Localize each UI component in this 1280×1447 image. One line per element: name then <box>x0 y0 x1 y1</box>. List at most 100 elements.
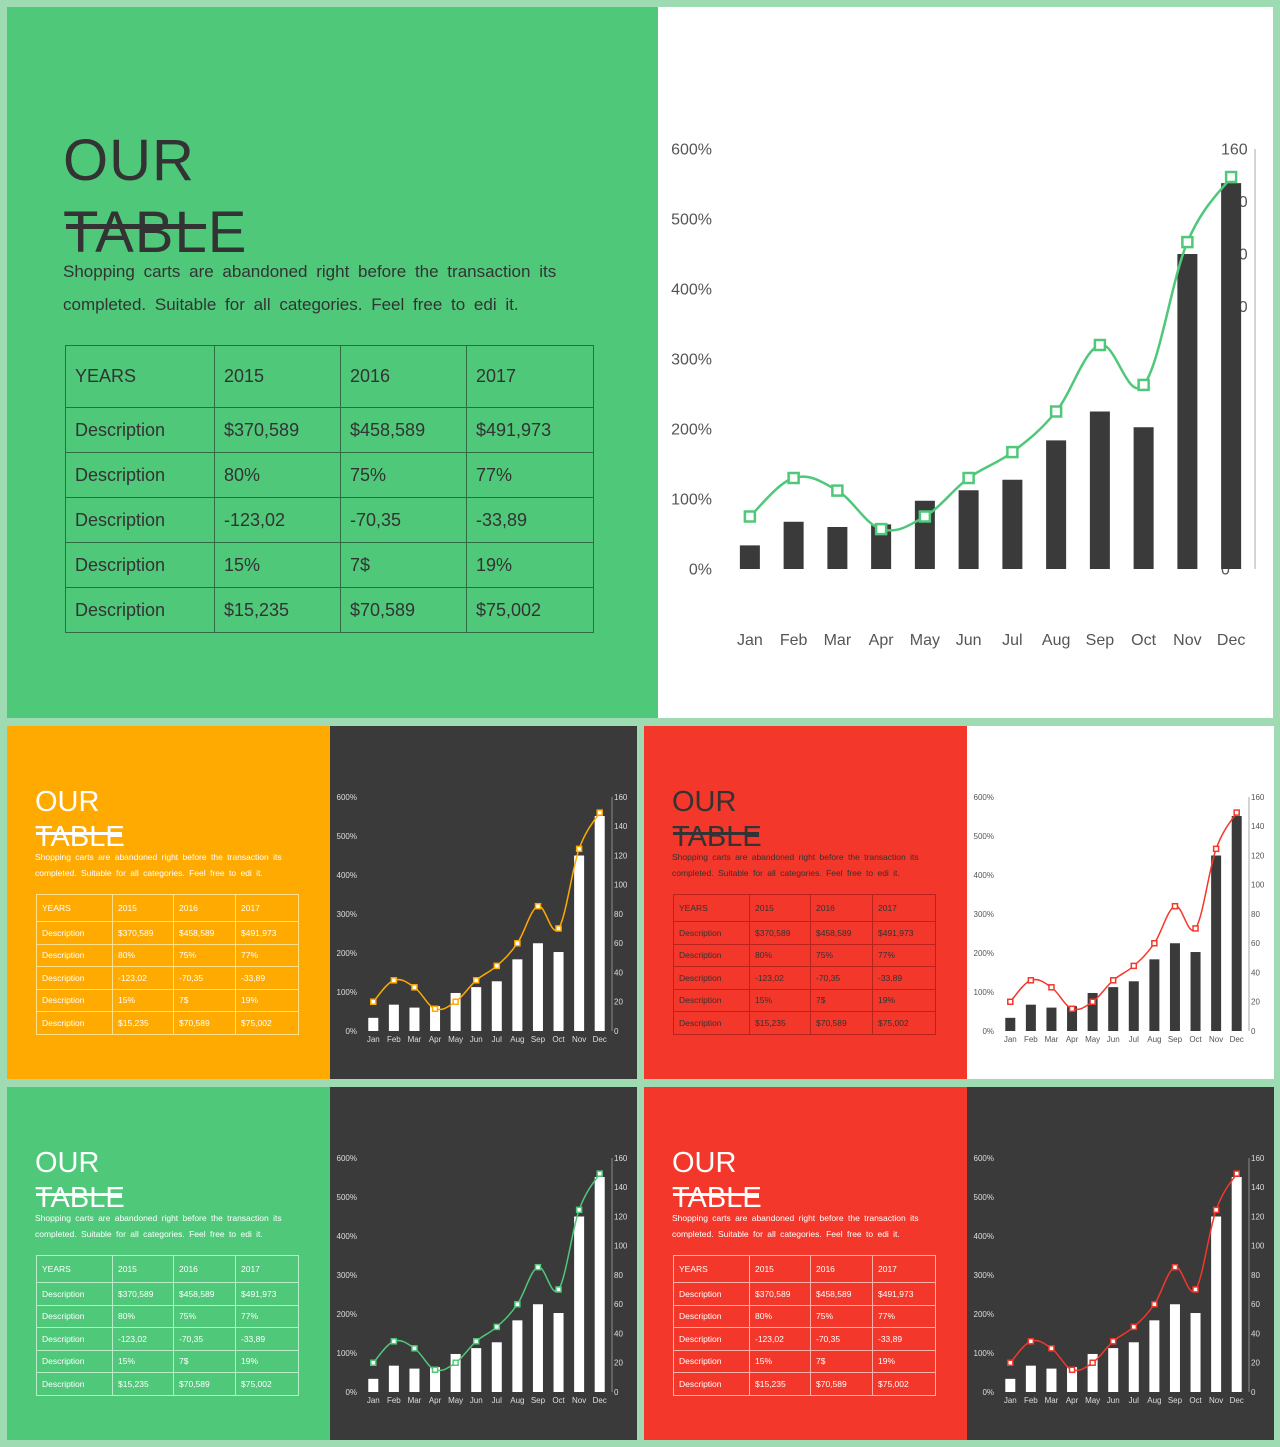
x-tick-label: Apr <box>869 632 895 649</box>
table-header-cell: 2016 <box>173 1255 236 1283</box>
table-cell: 77% <box>872 943 936 967</box>
bar <box>1067 1006 1078 1031</box>
table-row: Description $370,589 $458,589 $491,973 <box>673 921 936 945</box>
title-line-1: OUR <box>35 786 100 819</box>
y2-tick-label: 120 <box>1251 1212 1265 1221</box>
bar <box>471 1348 482 1392</box>
x-tick-label: Dec <box>1230 1035 1244 1044</box>
series-line <box>1009 812 1238 1011</box>
x-tick-label: Mar <box>408 1396 422 1405</box>
table-row: Description 15% 7$ 19% <box>65 542 594 588</box>
line-point <box>1171 902 1179 910</box>
bar <box>1108 1348 1119 1392</box>
line-point <box>1027 977 1035 984</box>
table-header-cell: 2015 <box>749 894 811 922</box>
line-point <box>596 1170 603 1177</box>
bar <box>827 527 848 569</box>
y2-tick-label: 100 <box>614 881 628 890</box>
title-underline <box>673 832 759 835</box>
table-cell: -33,89 <box>235 1327 299 1351</box>
line-point <box>472 977 480 984</box>
table-cell: Description <box>673 921 750 945</box>
y-tick-label: 300% <box>974 1271 994 1280</box>
title-line-1: OUR <box>63 127 195 193</box>
line-point <box>1212 1206 1220 1214</box>
x-tick-label: Apr <box>1066 1035 1079 1044</box>
title-underline <box>66 224 206 229</box>
y-tick-label: 200% <box>337 1310 357 1319</box>
x-tick-label: Oct <box>552 1035 565 1044</box>
y2-tick-label: 40 <box>1251 1329 1260 1338</box>
y-tick-label: 0% <box>982 1027 994 1036</box>
line-point <box>596 809 603 816</box>
table-row: Description 80% 75% 77% <box>673 943 936 967</box>
line-point <box>431 1005 439 1013</box>
y-tick-label: 0% <box>345 1027 357 1036</box>
bar <box>1087 1353 1098 1392</box>
slide-left-panel: OUR TABLE Shopping carts are abandoned r… <box>7 1087 330 1440</box>
x-tick-label: Mar <box>1045 1035 1059 1044</box>
line-point <box>514 1301 521 1308</box>
slide-title: OUR TABLE <box>63 127 248 265</box>
x-tick-label: Jul <box>1129 1035 1139 1044</box>
table-cell: $491,973 <box>235 1282 299 1306</box>
bar <box>532 943 543 1031</box>
line-point <box>1049 405 1063 418</box>
title-line-2: TABLE <box>35 821 125 854</box>
table-header-cell: 2016 <box>340 345 467 408</box>
table-cell: 75% <box>810 943 873 967</box>
table-cell: Description <box>36 966 113 990</box>
title-underline <box>36 1193 122 1196</box>
line-point <box>1151 1301 1158 1308</box>
table-cell: 15% <box>749 988 811 1012</box>
bar <box>409 1007 420 1031</box>
y2-tick-label: 120 <box>614 851 628 860</box>
y2-tick-label: 0 <box>614 1027 619 1036</box>
bar <box>430 1367 441 1392</box>
table-cell: Description <box>673 988 750 1012</box>
x-tick-label: Feb <box>387 1396 401 1405</box>
table-header-cell: YEARS <box>36 1255 113 1283</box>
chart-svg: 0% 100% 200% 300% 400% 500% 600% 0 20 40 60 80 100 12… <box>337 1154 628 1405</box>
table-header-row: YEARS 2015 2016 2017 <box>36 1255 299 1283</box>
table-cell: Description <box>65 407 215 453</box>
y-tick-label: 400% <box>671 282 712 299</box>
y-tick-label: 100% <box>337 988 357 997</box>
bar <box>388 1365 399 1392</box>
description-text: Shopping carts are abandoned right befor… <box>35 1213 282 1239</box>
table-cell: $491,973 <box>235 921 299 945</box>
y2-tick-label: 80 <box>1251 1271 1260 1280</box>
slide-right-panel: 0%100%200%300%400%500%600%02040608010012… <box>658 7 1273 718</box>
table-cell: Description <box>673 943 750 967</box>
y-tick-label: 200% <box>671 422 712 439</box>
title-line-2: TABLE <box>672 1182 762 1215</box>
bar <box>368 1017 379 1031</box>
table-cell: $370,589 <box>112 1282 174 1306</box>
table-cell: 75% <box>173 943 236 967</box>
table-cell: 19% <box>466 542 594 588</box>
y-tick-label: 500% <box>671 212 712 229</box>
x-tick-label: Sep <box>531 1396 546 1405</box>
table-cell: $75,002 <box>235 1011 299 1035</box>
x-tick-label: Oct <box>552 1396 565 1405</box>
table-row: Description 80% 75% 77% <box>673 1304 936 1328</box>
bar <box>1133 427 1154 569</box>
y2-tick-label: 60 <box>1251 939 1260 948</box>
x-tick-label: May <box>1085 1035 1100 1044</box>
line-point <box>1212 845 1220 853</box>
table-cell: Description <box>36 1011 113 1035</box>
table-cell: Description <box>673 1372 750 1396</box>
table-cell: Description <box>36 921 113 945</box>
line-point <box>390 1338 398 1345</box>
bar <box>1046 1368 1057 1392</box>
table-row: Description 15% 7$ 19% <box>673 988 936 1012</box>
bar <box>1149 1320 1160 1392</box>
table-cell: Description <box>673 1304 750 1328</box>
line-point <box>514 940 521 947</box>
y-tick-label: 400% <box>337 871 357 880</box>
line-point <box>787 471 800 485</box>
table-cell: Description <box>673 1327 750 1351</box>
title-line-2: TABLE <box>63 199 248 265</box>
series-line <box>1009 1173 1238 1372</box>
